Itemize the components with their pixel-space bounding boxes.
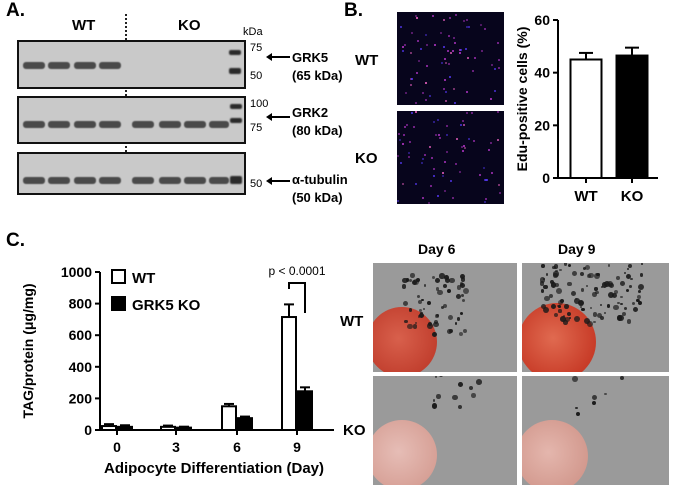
legend-swatch [111, 296, 126, 311]
y-tick-label: 600 [69, 327, 93, 343]
chart-tag: 0 200 400 600 800 1000 TAG/protein (μg/mg) Adip… [20, 264, 334, 477]
y-tick-label: 20 [534, 117, 550, 133]
edu-image-wt [397, 12, 504, 105]
marker-50b: 50 [250, 178, 263, 190]
column-label-day9: Day 9 [558, 241, 596, 257]
column-label-day6: Day 6 [418, 241, 456, 257]
y-tick-label: 60 [534, 12, 550, 28]
legend-label: GRK5 KO [132, 297, 201, 314]
blot-grk2 [17, 96, 246, 144]
bar-grk5-ko-day0 [117, 425, 133, 431]
blot-tubulin [17, 152, 246, 195]
significance-bracket [288, 282, 306, 313]
arrow-left-icon [266, 177, 290, 185]
marker-50: 50 [250, 70, 263, 82]
x-tick-label: 9 [293, 439, 301, 455]
blot-grk2-size: (80 kDa) [292, 123, 343, 138]
x-tick-label: 0 [113, 439, 121, 455]
y-axis-label: Edu-positive cells (%) [514, 27, 530, 172]
x-axis-label: Adipocyte Differentiation (Day) [104, 460, 324, 477]
group-label-wt: WT [72, 17, 96, 34]
panel-c-letter: C. [6, 230, 25, 251]
legend-swatch [111, 269, 126, 284]
blot-tubulin-name: α-tubulin [292, 172, 348, 187]
y-tick-label: 400 [69, 359, 93, 375]
x-tick-label: KO [621, 188, 644, 205]
bar-ko [615, 54, 649, 179]
y-tick-label: 0 [84, 422, 92, 438]
bar-wt-day3 [160, 425, 176, 431]
x-tick-label: WT [574, 188, 597, 205]
blot-grk5 [17, 40, 246, 89]
y-tick-label: 800 [69, 296, 93, 312]
edu-image-ko [397, 111, 504, 204]
significance-label: p < 0.0001 [268, 264, 325, 278]
blot-grk5-name: GRK5 [292, 50, 329, 65]
marker-100: 100 [250, 98, 269, 110]
arrow-left-icon [266, 53, 290, 61]
marker-75b: 75 [250, 122, 263, 134]
y-tick-label: 1000 [61, 264, 92, 280]
blot-grk2-name: GRK2 [292, 105, 329, 120]
row-label-ko-c: KO [343, 422, 366, 439]
bar-grk5-ko-day6 [237, 417, 253, 431]
oil-red-ko-day9 [522, 376, 669, 485]
y-axis-label: TAG/protein (μg/mg) [20, 283, 36, 418]
oil-red-wt-day6 [373, 263, 517, 372]
panel-a-letter: A. [6, 0, 25, 21]
marker-75: 75 [250, 42, 263, 54]
oil-red-wt-day9 [522, 263, 669, 372]
kda-header: kDa [243, 26, 263, 38]
arrow-left-icon [266, 113, 290, 121]
y-tick-label: 200 [69, 390, 93, 406]
y-tick-label: 0 [542, 170, 550, 186]
bar-wt-day9 [281, 316, 297, 431]
legend-label: WT [132, 270, 155, 287]
blot-grk5-size: (65 kDa) [292, 68, 343, 83]
row-label-ko: KO [355, 150, 378, 167]
bar-grk5-ko-day3 [176, 426, 192, 432]
bar-wt-day6 [221, 405, 237, 432]
x-tick-label: 6 [233, 439, 241, 455]
blot-tubulin-size: (50 kDa) [292, 190, 343, 205]
row-label-wt: WT [355, 52, 379, 69]
panel-b-letter: B. [344, 0, 363, 21]
x-tick-label: 3 [172, 439, 180, 455]
bar-wt-day0 [101, 425, 117, 432]
bar-wt [569, 58, 603, 179]
group-label-ko: KO [178, 17, 201, 34]
y-tick-label: 40 [534, 65, 550, 81]
oil-red-ko-day6 [373, 376, 517, 485]
row-label-wt-c: WT [340, 313, 364, 330]
bar-grk5-ko-day9 [297, 390, 313, 431]
